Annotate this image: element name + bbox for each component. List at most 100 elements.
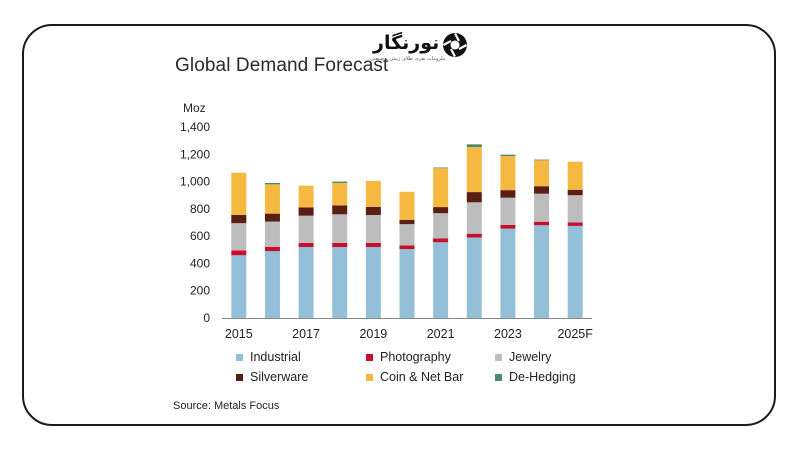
bar-segment-photography [298,242,314,248]
bar-segment-coin-net-bar [298,185,314,208]
brand-logo: نورنگار ملزومات نقره، طلای زینتی و صنعتی [370,32,470,66]
chart-panel [150,35,630,420]
bar-segment-industrial [264,251,280,318]
bar-segment-jewelry [500,197,516,225]
bar-segment-coin-net-bar [567,161,583,190]
x-axis-ticks: 2015 2017 2019 2021 2023 2025F [225,327,593,341]
legend-swatch [236,353,243,361]
x-tick-label: 2021 [427,327,455,341]
legend-item-silverware: Silverware [236,370,308,384]
bar-stacks [231,144,583,318]
y-tick-label: 400 [190,256,210,270]
legend-item-jewelry: Jewelry [495,350,551,364]
x-tick-label: 2023 [494,327,522,341]
bar-segment-silverware [231,214,247,224]
bar-segment-photography [466,233,482,238]
bar-segment-industrial [466,237,482,318]
y-tick-label: 1,200 [180,147,210,161]
y-axis-label: Moz [183,101,206,115]
bar-stack-2022 [466,144,482,318]
bar-segment-industrial [500,228,516,318]
y-tick-label: 800 [190,202,210,216]
bar-segment-coin-net-bar [264,184,280,214]
bar-segment-jewelry [433,213,449,239]
bar-segment-jewelry [567,195,583,223]
legend-label: Photography [380,350,451,364]
bar-segment-coin-net-bar [399,191,415,220]
bar-segment-jewelry [466,202,482,234]
bar-segment-jewelry [332,214,348,243]
legend-item-industrial: Industrial [236,350,301,364]
bar-segment-de-hedging [332,181,348,183]
bar-segment-de-hedging [433,167,449,169]
bar-stack-2023 [500,154,516,318]
bar-segment-photography [500,224,516,229]
bar-segment-coin-net-bar [534,160,550,187]
bar-stack-2016 [264,182,280,318]
bar-segment-jewelry [534,193,550,222]
bar-segment-de-hedging [264,182,280,185]
x-tick-label: 2025F [557,327,593,341]
brand-tagline: ملزومات نقره، طلای زینتی و صنعتی [370,56,446,62]
legend-swatch [495,353,502,361]
y-axis-ticks: 0 200 400 600 800 1,000 1,200 1,400 [180,120,210,325]
bar-segment-photography [433,238,449,243]
bar-segment-jewelry [365,214,381,243]
brand-name: نورنگار [373,32,440,54]
bar-segment-industrial [433,242,449,318]
legend-item-de-hedging: De-Hedging [495,370,576,384]
bar-segment-industrial [365,247,381,318]
legend-label: De-Hedging [509,370,576,384]
legend-label: Silverware [250,370,309,384]
bar-segment-photography [399,245,415,250]
bar-segment-de-hedging [466,144,482,148]
bar-segment-silverware [399,219,415,225]
legend-swatch [366,353,373,361]
x-tick-label: 2017 [292,327,320,341]
x-tick-label: 2015 [225,327,253,341]
bar-segment-industrial [298,247,314,318]
bar-segment-jewelry [298,215,314,243]
bar-segment-de-hedging [500,154,516,157]
bar-segment-coin-net-bar [500,156,516,191]
bar-segment-silverware [332,205,348,215]
bar-segment-photography [567,222,583,226]
bar-stack-2019 [365,180,381,318]
bar-stack-2025F [567,161,583,318]
y-tick-label: 1,400 [180,120,210,134]
bar-segment-photography [264,246,280,252]
y-tick-label: 200 [190,284,210,298]
source-note: Source: Metals Focus [173,400,280,412]
bar-stack-2018 [332,181,348,318]
bar-segment-jewelry [264,221,280,247]
legend-swatch [366,373,373,381]
bar-stack-2024 [534,159,550,318]
bar-segment-jewelry [231,223,247,251]
chart-title: Global Demand Forecast [175,55,389,76]
bar-segment-coin-net-bar [365,180,381,207]
x-tick-label: 2019 [359,327,387,341]
y-tick-label: 0 [203,311,210,325]
bar-segment-silverware [534,186,550,194]
bar-segment-coin-net-bar [332,182,348,206]
chart-legend: Industrial Photography Jewelry Silverware Co… [236,344,636,388]
bar-segment-photography [231,250,247,256]
y-tick-label: 600 [190,229,210,243]
bar-segment-industrial [534,225,550,318]
bar-segment-industrial [332,247,348,318]
legend-swatch [495,373,502,381]
bar-segment-silverware [567,189,583,196]
bar-segment-industrial [399,249,415,318]
aperture-logo-icon [442,32,468,58]
bar-segment-jewelry [399,224,415,246]
bar-segment-silverware [433,207,449,214]
bar-segment-photography [534,221,550,226]
legend-item-photography: Photography [366,350,451,364]
bar-stack-2015 [231,172,247,318]
bar-segment-coin-net-bar [466,147,482,193]
bar-segment-industrial [231,255,247,318]
bar-segment-silverware [466,192,482,203]
bar-segment-de-hedging [534,159,550,161]
y-tick-label: 1,000 [180,175,210,189]
